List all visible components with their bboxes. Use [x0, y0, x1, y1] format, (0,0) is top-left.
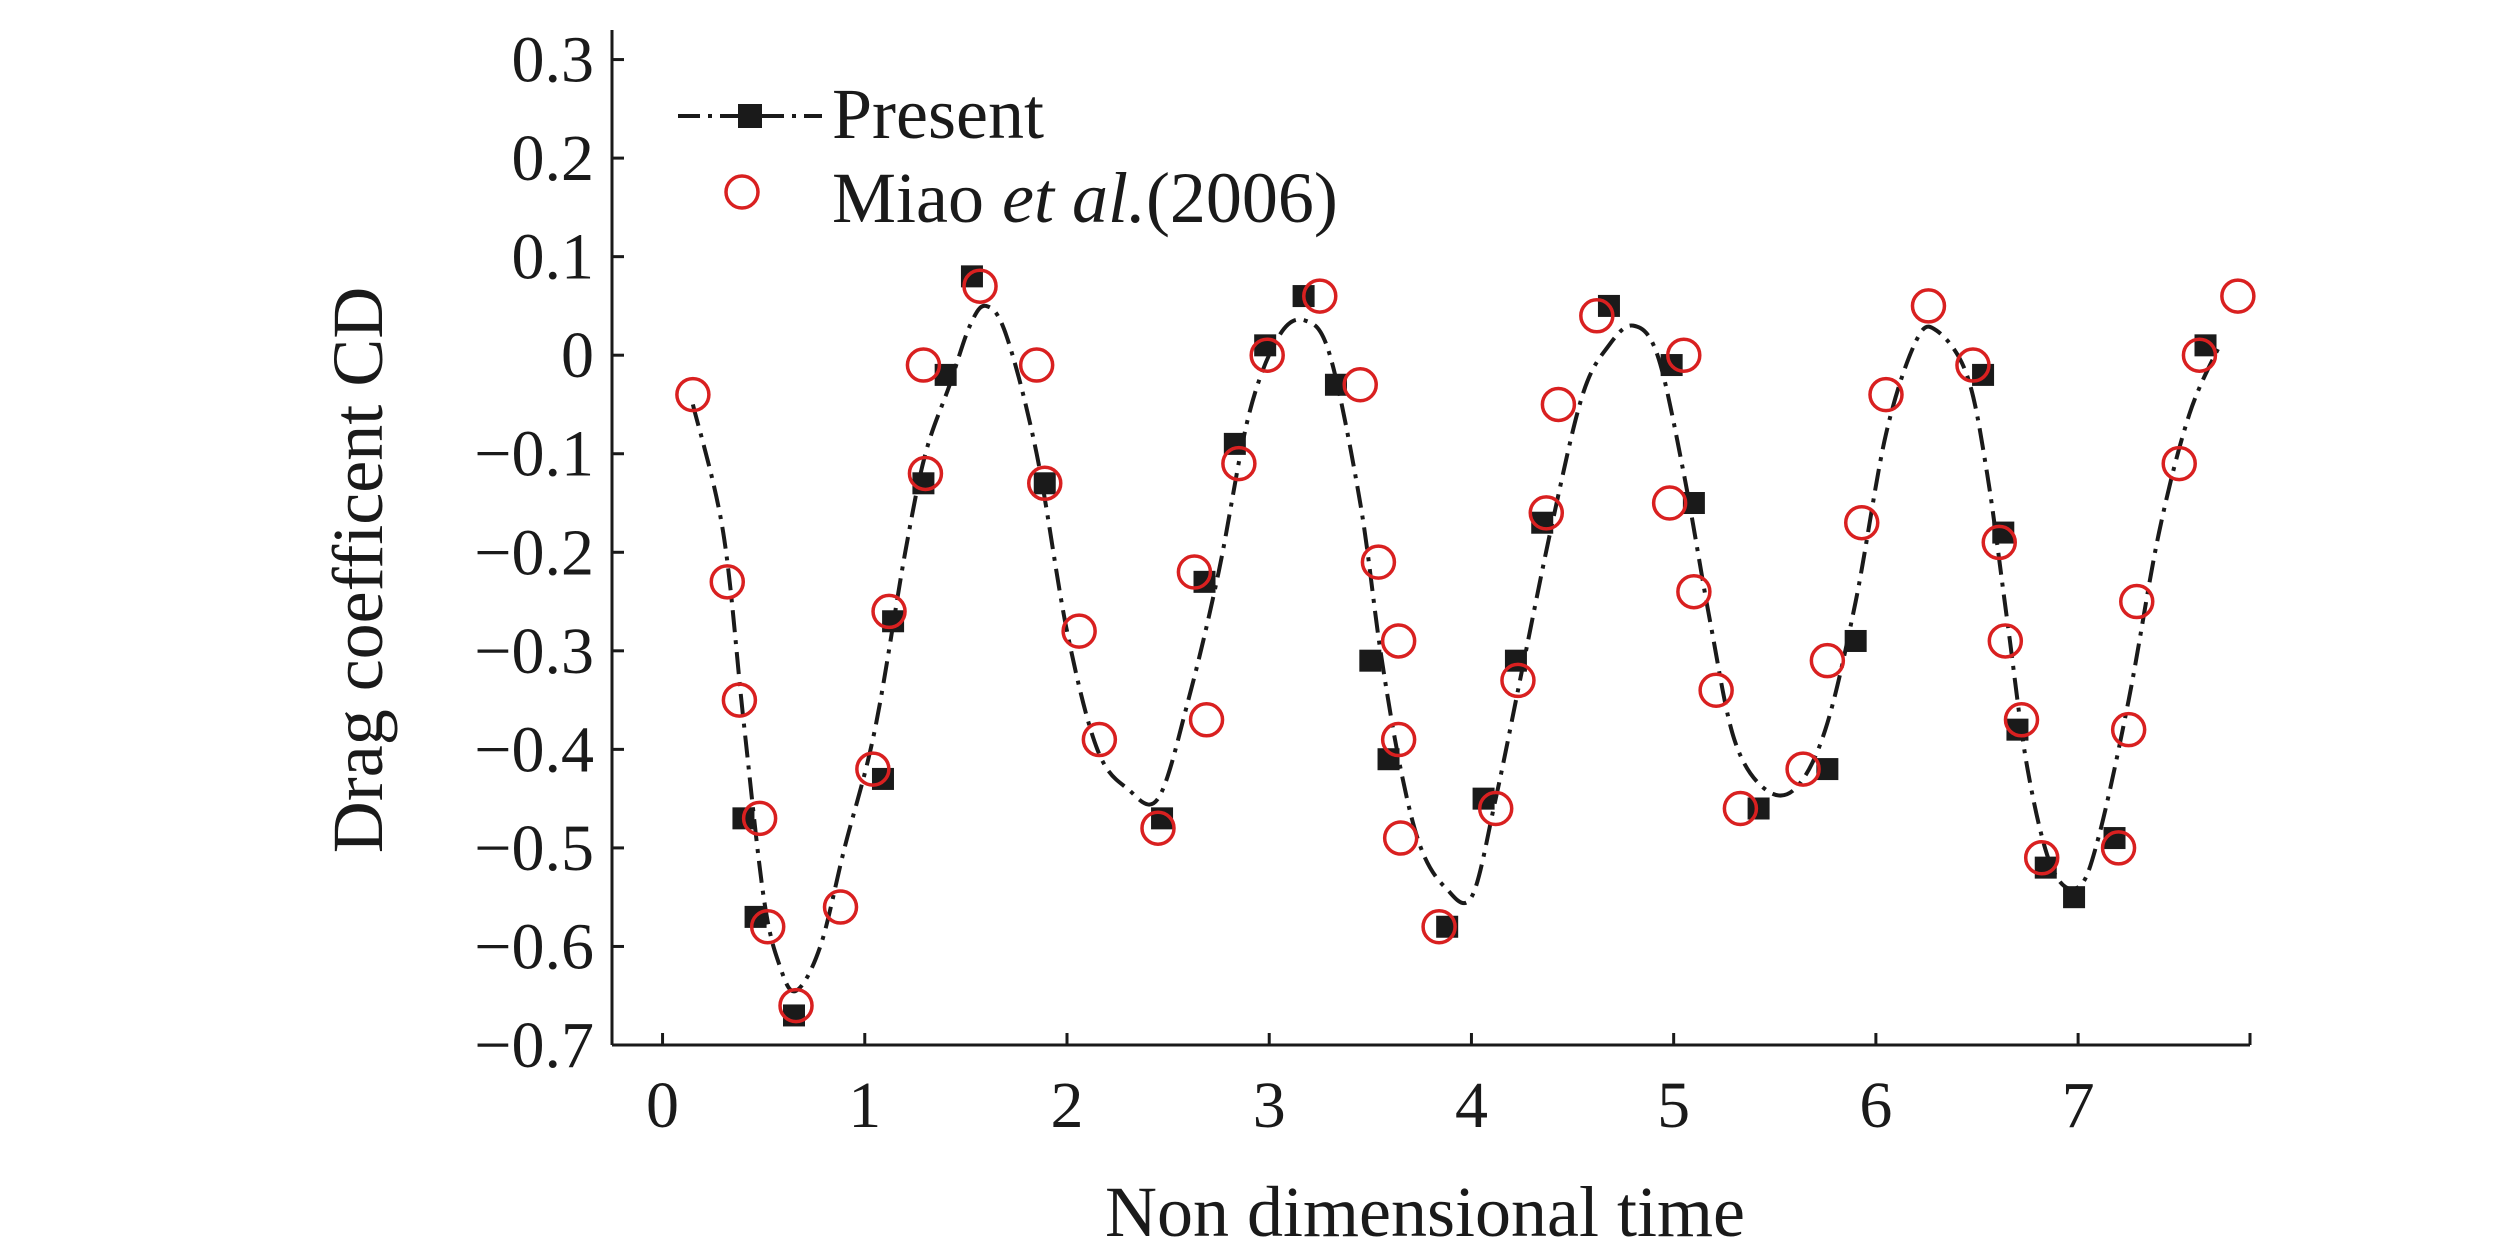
y-tick-label: −0.3 [474, 615, 594, 688]
miao-point [1987, 623, 2024, 659]
miao-point [2161, 445, 2197, 482]
miao-point [1809, 642, 1846, 679]
miao-point [1955, 347, 1991, 383]
legend-miao-author: Miao [832, 158, 1002, 238]
x-tick-label: 5 [1657, 1069, 1690, 1142]
miao-point [1843, 504, 1880, 541]
miao-point [1579, 298, 1615, 334]
miao-point [1698, 672, 1734, 708]
present-point [2063, 886, 2086, 909]
miao-point [1249, 337, 1285, 373]
miao-point [1018, 347, 1055, 383]
present-point [1359, 649, 1382, 672]
miao-point [721, 682, 758, 718]
miao-point [1666, 337, 1702, 373]
x-tick-label: 3 [1253, 1069, 1286, 1142]
y-tick-label: −0.6 [474, 910, 594, 983]
miao-point [907, 455, 944, 492]
miao-point [871, 593, 907, 630]
miao-point [675, 376, 711, 413]
miao-point [855, 751, 891, 787]
miao-point [1221, 445, 1257, 482]
miao-series-markers [675, 268, 2256, 1024]
miao-point [1382, 820, 1419, 856]
miao-point [1140, 810, 1176, 846]
miao-point [1380, 623, 1417, 659]
miao-point [1528, 495, 1565, 531]
present-point [1682, 492, 1705, 515]
present-point [1816, 758, 1839, 781]
miao-point [1360, 544, 1397, 580]
y-tick-label: −0.4 [474, 713, 594, 786]
present-curve [690, 303, 2222, 994]
x-axis-ticks: 0 1 2 3 4 5 6 7 [646, 1033, 2095, 1142]
miao-point [1081, 721, 1118, 758]
miao-point [2100, 830, 2137, 866]
y-axis-ticks: 0.3 0.2 0.1 0 −0.1 −0.2 −0.3 −0.4 −0.5 −0.6 −0.7 [474, 24, 2252, 1082]
miao-point [1342, 367, 1378, 403]
miao-point [1785, 751, 1821, 787]
legend: Present Miao et al.(2006) [678, 74, 1338, 238]
present-point [1747, 797, 1770, 820]
miao-point [2023, 840, 2060, 876]
miao-point [1302, 278, 1338, 314]
x-tick-label: 7 [2062, 1069, 2095, 1142]
miao-point [1868, 376, 1904, 413]
y-tick-label: 0.3 [512, 24, 595, 97]
miao-point [778, 987, 814, 1024]
legend-present-marker [738, 104, 762, 128]
miao-point [1027, 465, 1063, 502]
miao-point [1722, 790, 1759, 827]
x-tick-label: 2 [1051, 1069, 1084, 1142]
miao-point [2003, 702, 2040, 738]
y-tick-label: −0.2 [474, 516, 594, 589]
miao-point [1910, 288, 1947, 324]
y-axis-label: Drag coefficent CD [318, 287, 398, 853]
miao-point [905, 347, 942, 383]
x-tick-label: 6 [1859, 1069, 1892, 1142]
present-point [1324, 373, 1347, 396]
miao-point [1176, 554, 1213, 590]
y-tick-label: −0.7 [474, 1009, 594, 1082]
miao-point [1500, 662, 1536, 699]
x-tick-label: 1 [848, 1069, 881, 1142]
legend-miao-marker [724, 174, 760, 210]
x-tick-label: 4 [1455, 1069, 1488, 1142]
y-tick-label: 0 [561, 319, 594, 392]
miao-point [2119, 583, 2155, 620]
miao-point [1676, 573, 1712, 610]
miao-point [2110, 711, 2147, 748]
legend-present-label: Present [832, 74, 1044, 154]
miao-point [1188, 702, 1225, 738]
miao-point [1061, 613, 1097, 649]
miao-point [2220, 278, 2256, 314]
legend-miao-label: Miao et al.(2006) [832, 158, 1338, 238]
miao-point [1477, 790, 1514, 827]
miao-point [1540, 386, 1577, 423]
miao-point [962, 268, 998, 304]
miao-point [1981, 524, 2017, 561]
present-point [1033, 472, 1056, 495]
legend-miao-year: (2006) [1146, 158, 1338, 238]
miao-point [1380, 721, 1417, 758]
axes [610, 30, 2250, 1047]
x-axis-label: Non dimensional time [1105, 1172, 1745, 1252]
miao-point [2181, 337, 2218, 373]
present-series-line [690, 303, 2222, 994]
miao-point [709, 564, 746, 600]
y-tick-label: 0.1 [512, 221, 595, 294]
miao-point [1651, 485, 1688, 521]
miao-point [741, 800, 778, 837]
legend-miao-etal: et al. [1002, 158, 1146, 238]
present-point [1844, 629, 1867, 652]
x-tick-label: 0 [646, 1069, 679, 1142]
y-tick-label: 0.2 [512, 122, 595, 195]
y-tick-label: −0.1 [474, 418, 594, 491]
y-tick-label: −0.5 [474, 812, 594, 885]
miao-point [1421, 908, 1457, 945]
miao-point [749, 908, 786, 945]
miao-point [822, 889, 859, 925]
